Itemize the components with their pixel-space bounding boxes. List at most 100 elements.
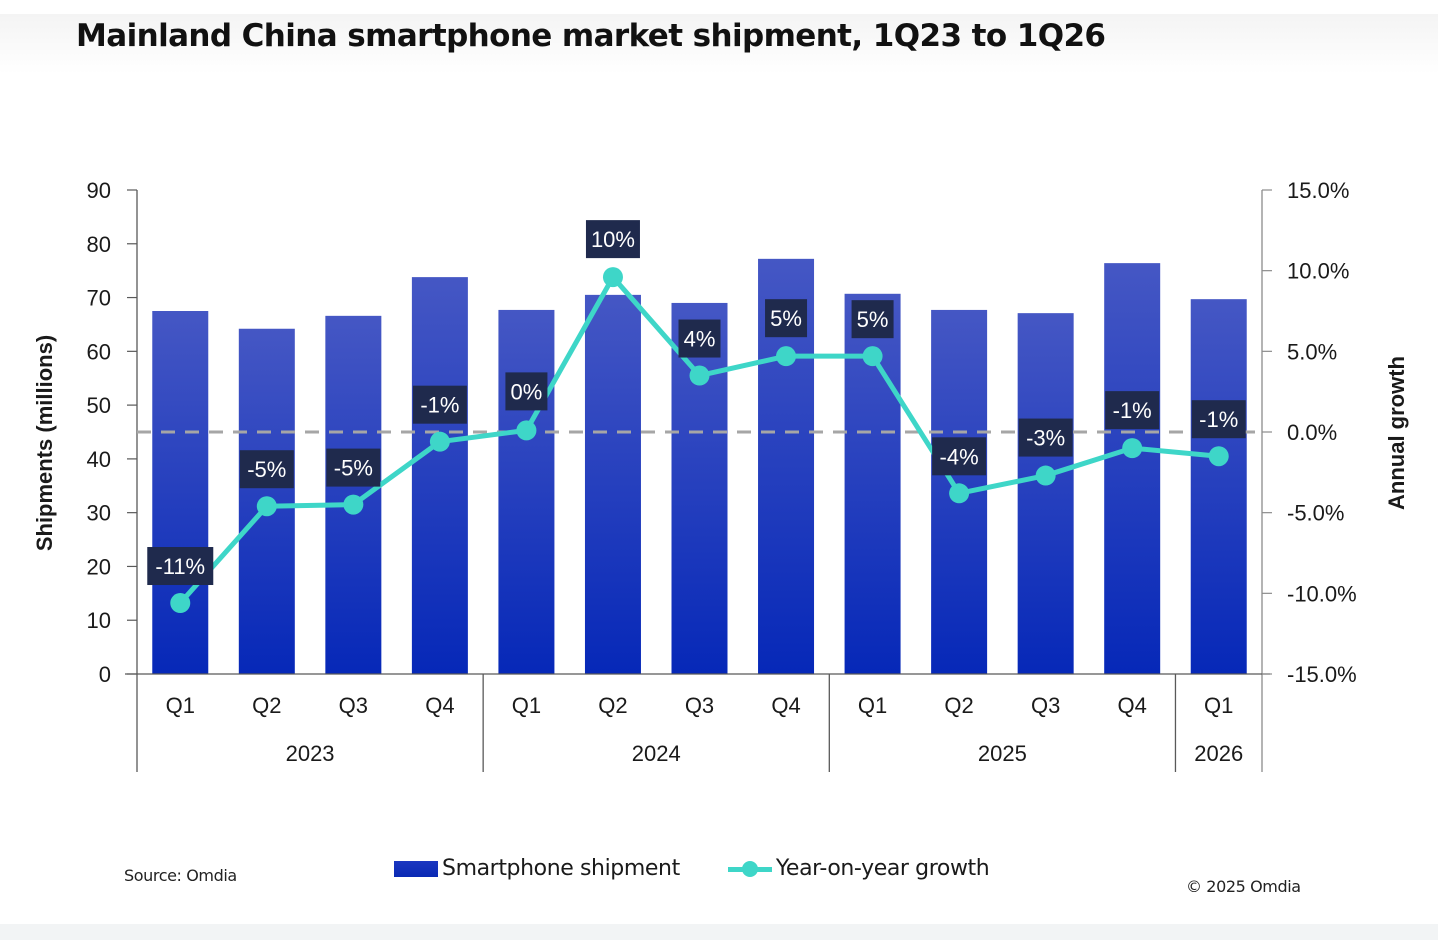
chart-title: Mainland China smartphone market shipmen… [76,18,1106,54]
category-label: Q1 [1204,693,1233,718]
shipment-bar [498,309,555,674]
growth-label: -3% [1026,426,1065,451]
group-label: 2024 [632,741,681,766]
category-label: Q4 [771,693,800,718]
category-label: Q4 [1118,693,1147,718]
left-tick-label: 70 [87,286,111,311]
right-tick-label: -5.0% [1287,501,1344,526]
category-label: Q4 [425,693,454,718]
growth-label-box [412,385,467,424]
growth-label-box [326,448,381,487]
left-tick-label: 90 [87,178,111,203]
group-label: 2026 [1194,741,1243,766]
category-label: Q3 [685,693,714,718]
shipment-bar [1017,313,1074,674]
category-label: Q1 [858,693,887,718]
growth-label: 4% [684,327,716,352]
legend-item-growth: Year-on-year growth [727,856,990,881]
shipment-bar [1190,299,1247,674]
category-label: Q1 [512,693,541,718]
left-tick-label: 0 [99,662,111,687]
shipment-bar [411,277,468,674]
right-tick-label: -10.0% [1287,581,1357,606]
left-tick-label: 50 [87,393,111,418]
left-tick-label: 40 [87,447,111,472]
growth-label-box [1105,391,1160,430]
bottom-band [0,924,1438,940]
left-tick-label: 80 [87,232,111,257]
right-tick-label: -15.0% [1287,662,1357,687]
right-tick-label: 0.0% [1287,420,1337,445]
legend-label-shipment: Smartphone shipment [442,856,680,881]
growth-label: -11% [155,554,205,579]
growth-line-series [170,267,1229,614]
growth-point [1035,465,1056,486]
growth-label: 10% [591,227,635,252]
growth-point [170,593,191,614]
category-label: Q3 [1031,693,1060,718]
title-band [0,14,1438,74]
growth-label-box [932,437,987,476]
growth-point [689,365,710,386]
bar-series [152,258,1247,674]
growth-labels: -11% -5% -5% -1% 0% 10% 4% 5% 5% -4% -3% -1% -1% [147,220,1246,586]
legend-line-swatch [727,860,772,877]
growth-point [862,346,883,367]
growth-label-box [147,547,214,586]
category-label: Q1 [166,693,195,718]
right-axis-title: Annual growth [1384,356,1409,510]
group-label: 2023 [286,741,335,766]
growth-point [1208,446,1229,467]
growth-label: -1% [1113,398,1152,423]
growth-point [949,483,970,504]
growth-label: -5% [334,456,373,481]
copyright-note: © 2025 Omdia [1186,877,1301,896]
growth-label-box [505,372,548,411]
left-tick-label: 60 [87,339,111,364]
shipment-bar [671,302,728,674]
growth-label-box [765,299,808,338]
growth-label-box [1191,400,1246,439]
right-tick-label: 10.0% [1287,259,1349,284]
growth-point [256,496,277,517]
growth-label-box [1018,418,1073,457]
growth-point [429,431,450,452]
legend-bar-swatch [394,860,438,877]
growth-label: -4% [940,444,979,469]
growth-label-box [851,300,894,339]
axis-text: 0 10 20 30 40 50 60 70 80 90 -15.0% -10.0% -5.0% 0.0%… [32,178,1409,766]
top-band [0,0,1438,14]
right-tick-label: 5.0% [1287,339,1337,364]
legend: Smartphone shipment Year-on-year growth [394,856,990,881]
right-tick-label: 15.0% [1287,178,1349,203]
growth-label: -1% [420,393,459,418]
legend-label-growth: Year-on-year growth [775,856,990,881]
growth-label-box [678,319,721,358]
left-tick-label: 10 [87,608,111,633]
growth-label: 5% [770,306,802,331]
legend-item-shipment: Smartphone shipment [394,856,680,881]
shipment-bar [152,311,209,674]
group-label: 2025 [978,741,1027,766]
left-tick-label: 30 [87,501,111,526]
left-tick-label: 20 [87,554,111,579]
shipment-bar [1104,263,1161,674]
shipment-bar [584,294,641,674]
growth-label: -1% [1199,407,1238,432]
category-label: Q2 [944,693,973,718]
source-note: Source: Omdia [124,866,237,885]
growth-point [602,267,623,288]
growth-point [343,494,364,515]
growth-label: -5% [247,457,286,482]
growth-label: 0% [511,379,543,404]
category-label: Q3 [339,693,368,718]
growth-point [516,420,537,441]
growth-label: 5% [857,307,889,332]
growth-label-box [239,450,294,489]
growth-label-box [585,220,640,259]
category-label: Q2 [598,693,627,718]
axes [125,189,1272,772]
left-axis-title: Shipments (millions) [32,335,57,551]
category-label: Q2 [252,693,281,718]
